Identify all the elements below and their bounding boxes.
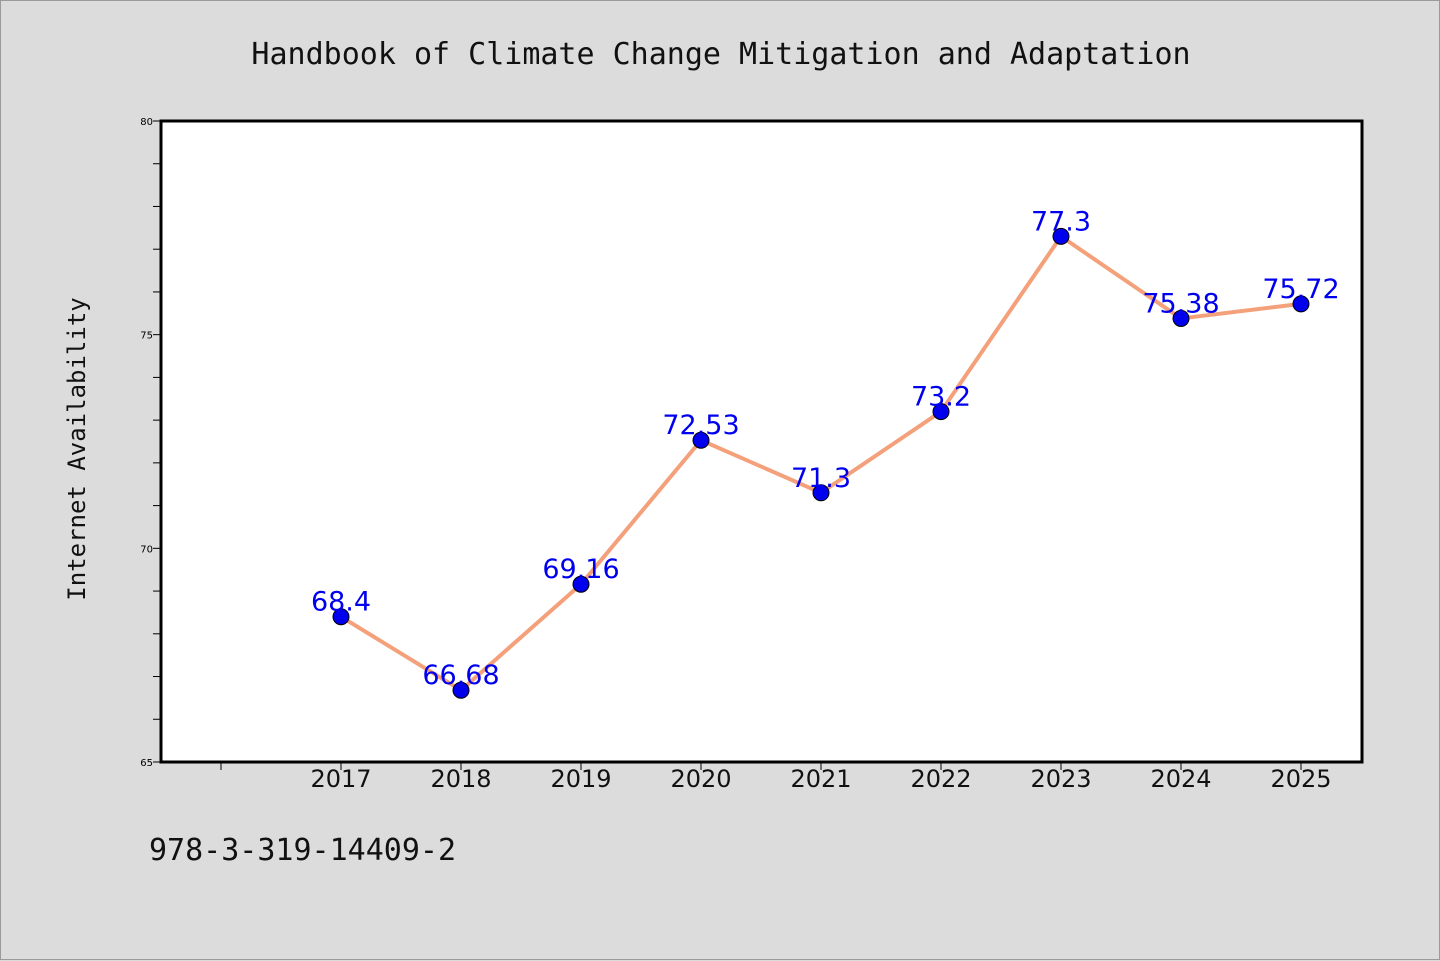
data-label: 75.38 [1142, 288, 1219, 319]
data-label: 72.53 [662, 410, 739, 441]
data-point [932, 403, 950, 421]
data-point [1052, 227, 1070, 245]
data-point [452, 681, 470, 699]
x-axis: 2017 2018 2019 2020 2021 2022 2023 2024 2025 [220, 762, 1332, 793]
data-label: 69.16 [542, 554, 619, 585]
data-point [572, 575, 590, 593]
x-tick-label: 2021 [790, 765, 851, 793]
x-tick-label: 2023 [1030, 765, 1091, 793]
y-tick-label: 65 [140, 758, 153, 769]
data-point [812, 484, 830, 502]
data-label: 77.3 [1031, 206, 1091, 237]
x-tick-label: 2024 [1150, 765, 1211, 793]
series-markers [332, 227, 1310, 699]
x-tick-label: 2019 [550, 765, 611, 793]
data-label: 73.2 [911, 382, 971, 413]
data-label: 71.3 [791, 463, 851, 494]
y-tick-label: 70 [140, 544, 153, 555]
data-point [332, 608, 350, 626]
x-tick-label: 2020 [670, 765, 731, 793]
isbn-caption: 978-3-319-14409-2 [149, 833, 457, 868]
y-axis: 65 70 75 80 [140, 117, 161, 769]
y-tick-label: 75 [140, 331, 153, 342]
chart-title: Handbook of Climate Change Mitigation an… [251, 37, 1190, 72]
data-point [1292, 295, 1310, 313]
y-tick-label: 80 [140, 117, 153, 128]
x-tick-label: 2017 [310, 765, 371, 793]
data-label: 66.68 [422, 660, 499, 691]
x-tick-label: 2018 [430, 765, 491, 793]
y-axis-label: Internet Availability [63, 297, 91, 600]
x-tick-label: 2025 [1270, 765, 1331, 793]
x-tick-label: 2022 [910, 765, 971, 793]
data-label: 75.72 [1262, 274, 1339, 305]
data-point [692, 431, 710, 449]
data-point [1172, 309, 1190, 327]
data-label: 68.4 [311, 587, 371, 618]
plot-area [159, 119, 1364, 764]
data-labels: 68.4 66.68 69.16 72.53 71.3 73.2 77.3 75.38 75.7… [311, 206, 1340, 691]
